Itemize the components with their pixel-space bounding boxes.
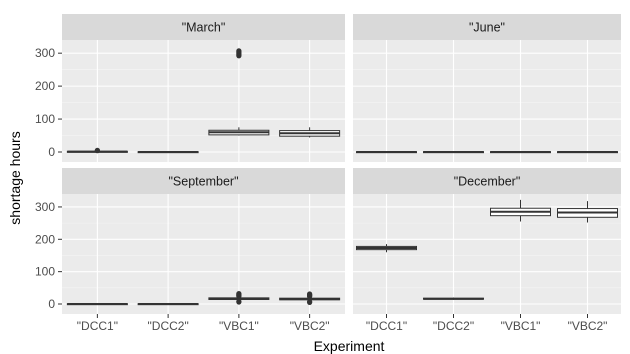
outlier-point: [236, 291, 242, 297]
strip-background: [62, 14, 345, 40]
panel-september: "September": [62, 168, 345, 314]
box-dcc2: [137, 303, 199, 306]
outlier-point: [307, 299, 313, 305]
y-tick-label: 0: [48, 297, 55, 311]
strip-label: "December": [454, 175, 521, 189]
x-tick-label: "DCC1": [366, 319, 407, 333]
strip-label: "September": [168, 175, 238, 189]
strip-label: "March": [182, 21, 226, 35]
outlier-point: [236, 48, 242, 54]
x-tick-label: "VBC2": [290, 319, 330, 333]
box-vbc1: [208, 291, 270, 305]
x-axis-layer: "DCC1" "DCC2" "VBC1" "VBC2" "DCC1" "DCC2" "VBC…: [77, 314, 608, 333]
strip-background: [353, 14, 621, 40]
box-dcc2: [137, 151, 199, 154]
y-tick-label: 300: [35, 200, 55, 214]
panel-background: [353, 40, 621, 162]
box-dcc1: [66, 303, 128, 306]
y-tick-label: 300: [35, 46, 55, 60]
panel-december: "December": [353, 168, 621, 314]
x-tick-label: "DCC2": [433, 319, 474, 333]
x-tick-label: "VBC1": [501, 319, 541, 333]
y-axis-layer: 0 100 200 300 0 100 200 300: [35, 46, 62, 311]
outlier-point: [307, 291, 313, 297]
box-vbc1: [208, 48, 270, 136]
outlier-point: [236, 298, 242, 305]
y-tick-label: 0: [48, 145, 55, 159]
x-tick-label: "VBC2": [568, 319, 608, 333]
y-tick-label: 100: [35, 112, 55, 126]
x-tick-label: "VBC1": [219, 319, 259, 333]
box-dcc2: [423, 151, 484, 154]
box-vbc2: [279, 291, 341, 305]
panel-background: [62, 194, 345, 314]
box-dcc1: [66, 147, 128, 154]
box-vbc2: [557, 201, 618, 223]
box-vbc1: [490, 151, 551, 154]
box-vbc2: [557, 151, 618, 154]
panels-layer: "March" "June" "September" "December": [62, 14, 621, 314]
x-tick-label: "DCC1": [77, 319, 118, 333]
panel-june: "June": [353, 14, 621, 162]
strip-label: "June": [469, 21, 505, 35]
box-vbc2: [279, 127, 341, 138]
y-axis-title: shortage hours: [7, 131, 23, 224]
strip-background: [62, 168, 345, 194]
panel-march: "March": [62, 14, 345, 162]
x-axis-title: Experiment: [314, 338, 385, 354]
box-dcc1: [356, 151, 417, 154]
strip-background: [353, 168, 621, 194]
box-dcc2: [423, 297, 484, 300]
y-tick-label: 200: [35, 79, 55, 93]
box-vbc1: [490, 199, 551, 222]
x-tick-label: "DCC2": [148, 319, 189, 333]
y-tick-label: 200: [35, 232, 55, 246]
box-dcc1: [356, 244, 417, 253]
outlier-point: [94, 147, 100, 153]
panel-background: [62, 40, 345, 162]
y-tick-label: 100: [35, 265, 55, 279]
